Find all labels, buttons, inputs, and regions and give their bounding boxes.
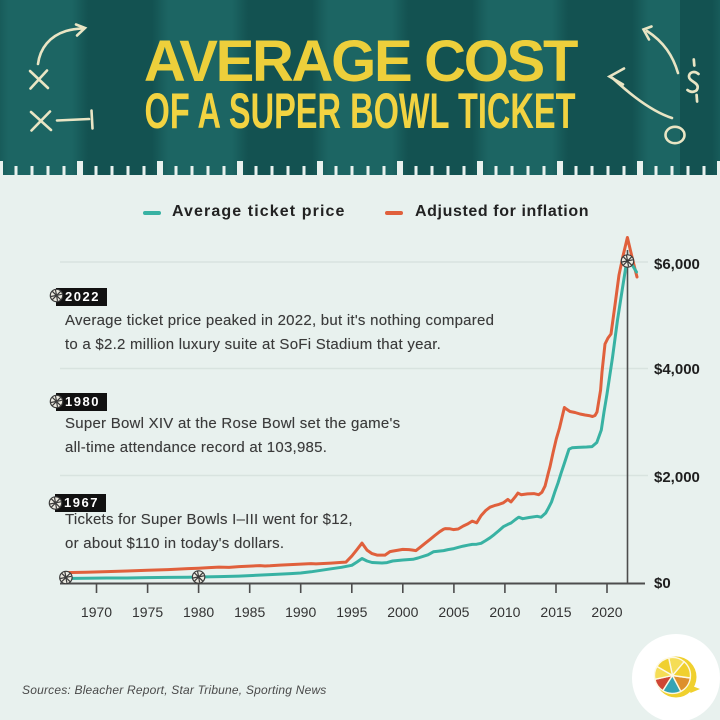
svg-text:$4,000: $4,000 [654,361,700,378]
svg-text:1995: 1995 [336,604,367,620]
svg-text:$2,000: $2,000 [654,469,700,486]
svg-text:2000: 2000 [387,604,418,620]
svg-text:2015: 2015 [540,604,571,620]
svg-text:2005: 2005 [438,604,469,620]
svg-text:1990: 1990 [285,604,316,620]
svg-text:1980: 1980 [183,604,214,620]
svg-text:1970: 1970 [81,604,112,620]
svg-text:$0: $0 [654,575,671,592]
svg-text:2010: 2010 [489,604,520,620]
svg-text:2020: 2020 [591,604,622,620]
svg-text:1985: 1985 [234,604,265,620]
svg-text:$6,000: $6,000 [654,256,700,273]
svg-text:1975: 1975 [132,604,163,620]
